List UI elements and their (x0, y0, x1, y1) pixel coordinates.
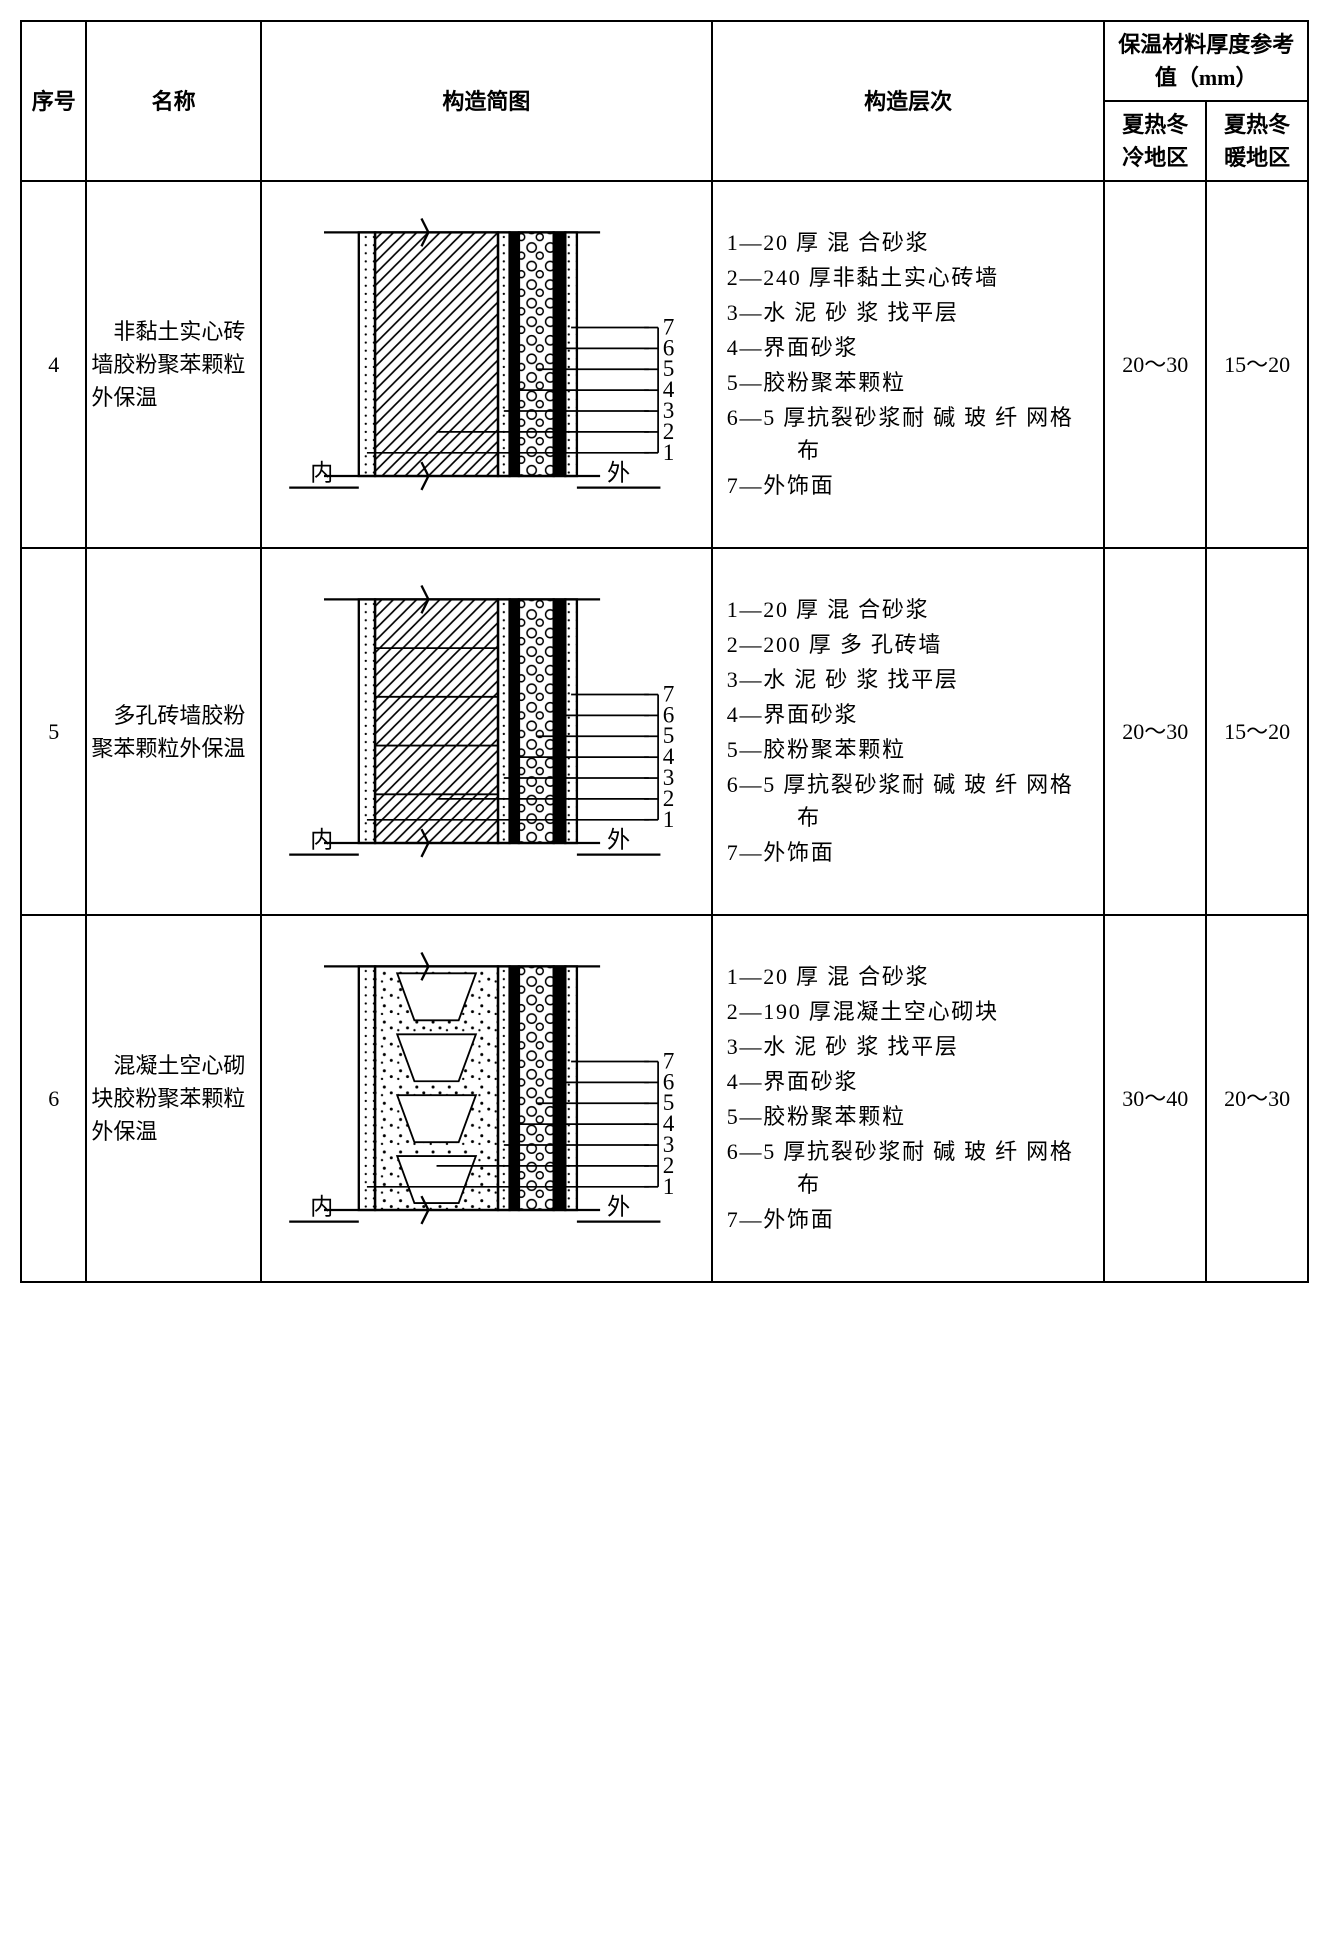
zone-b-cell: 15～20 (1206, 181, 1308, 548)
layers-cell: 1—20 厚 混 合砂浆2—240 厚非黏土实心砖墙3—水 泥 砂 浆 找平层4… (712, 181, 1105, 548)
seq-cell: 4 (21, 181, 86, 548)
layer-item: 2—200 厚 多 孔砖墙 (727, 628, 1090, 661)
layer-item: 5—胶粉聚苯颗粒 (727, 733, 1090, 766)
layer-item: 1—20 厚 混 合砂浆 (727, 593, 1090, 626)
layer-item: 1—20 厚 混 合砂浆 (727, 960, 1090, 993)
header-diagram: 构造简图 (261, 21, 712, 181)
svg-text:内: 内 (310, 461, 333, 487)
layer-item: 2—240 厚非黏土实心砖墙 (727, 261, 1090, 294)
layer-item: 4—界面砂浆 (727, 698, 1090, 731)
name-cell: 混凝土空心砌块胶粉聚苯颗粒外保温 (86, 915, 261, 1282)
svg-text:内: 内 (310, 1195, 333, 1221)
zone-a-cell: 30～40 (1104, 915, 1206, 1282)
layer-item: 3—水 泥 砂 浆 找平层 (727, 296, 1090, 329)
layer-item: 6—5 厚抗裂砂浆耐 碱 玻 纤 网格布 (727, 1135, 1090, 1201)
svg-text:外: 外 (607, 461, 630, 487)
diagram-cell: 内 外 1 2 3 4 5 6 7 (261, 548, 712, 915)
layer-item: 4—界面砂浆 (727, 1065, 1090, 1098)
svg-text:7: 7 (663, 314, 675, 340)
layer-item: 1—20 厚 混 合砂浆 (727, 226, 1090, 259)
layer-item: 2—190 厚混凝土空心砌块 (727, 995, 1090, 1028)
header-seq: 序号 (21, 21, 86, 181)
layer-item: 3—水 泥 砂 浆 找平层 (727, 1030, 1090, 1063)
layer-item: 6—5 厚抗裂砂浆耐 碱 玻 纤 网格布 (727, 401, 1090, 467)
header-zone-a: 夏热冬冷地区 (1104, 101, 1206, 181)
layer-item: 5—胶粉聚苯颗粒 (727, 366, 1090, 399)
layer-item: 4—界面砂浆 (727, 331, 1090, 364)
zone-a-cell: 20～30 (1104, 181, 1206, 548)
name-cell: 非黏土实心砖墙胶粉聚苯颗粒外保温 (86, 181, 261, 548)
svg-text:外: 外 (607, 1195, 630, 1221)
layer-item: 7—外饰面 (727, 1203, 1090, 1236)
name-cell: 多孔砖墙胶粉聚苯颗粒外保温 (86, 548, 261, 915)
svg-text:外: 外 (607, 828, 630, 854)
layer-item: 3—水 泥 砂 浆 找平层 (727, 663, 1090, 696)
table-row: 4 非黏土实心砖墙胶粉聚苯颗粒外保温 内 外 1 (21, 181, 1308, 548)
header-layers: 构造层次 (712, 21, 1105, 181)
diagram-cell: 内 外 1 2 3 4 5 6 7 (261, 181, 712, 548)
diagram-cell: 内 外 1 2 3 4 5 6 7 (261, 915, 712, 1282)
seq-cell: 5 (21, 548, 86, 915)
layer-item: 5—胶粉聚苯颗粒 (727, 1100, 1090, 1133)
layer-item: 7—外饰面 (727, 469, 1090, 502)
layers-cell: 1—20 厚 混 合砂浆2—200 厚 多 孔砖墙3—水 泥 砂 浆 找平层4—… (712, 548, 1105, 915)
svg-text:7: 7 (663, 682, 675, 708)
zone-b-cell: 15～20 (1206, 548, 1308, 915)
table-row: 6 混凝土空心砌块胶粉聚苯颗粒外保温 内 外 1 (21, 915, 1308, 1282)
layer-item: 6—5 厚抗裂砂浆耐 碱 玻 纤 网格布 (727, 768, 1090, 834)
header-ref: 保温材料厚度参考值（mm） (1104, 21, 1308, 101)
svg-text:内: 内 (310, 828, 333, 854)
construction-table: 序号 名称 构造简图 构造层次 保温材料厚度参考值（mm） 夏热冬冷地区 夏热冬… (20, 20, 1309, 1283)
svg-text:7: 7 (663, 1049, 675, 1075)
layers-cell: 1—20 厚 混 合砂浆2—190 厚混凝土空心砌块3—水 泥 砂 浆 找平层4… (712, 915, 1105, 1282)
header-zone-b: 夏热冬暖地区 (1206, 101, 1308, 181)
seq-cell: 6 (21, 915, 86, 1282)
header-name: 名称 (86, 21, 261, 181)
table-row: 5 多孔砖墙胶粉聚苯颗粒外保温 内 外 1 (21, 548, 1308, 915)
layer-item: 7—外饰面 (727, 836, 1090, 869)
zone-b-cell: 20～30 (1206, 915, 1308, 1282)
zone-a-cell: 20～30 (1104, 548, 1206, 915)
